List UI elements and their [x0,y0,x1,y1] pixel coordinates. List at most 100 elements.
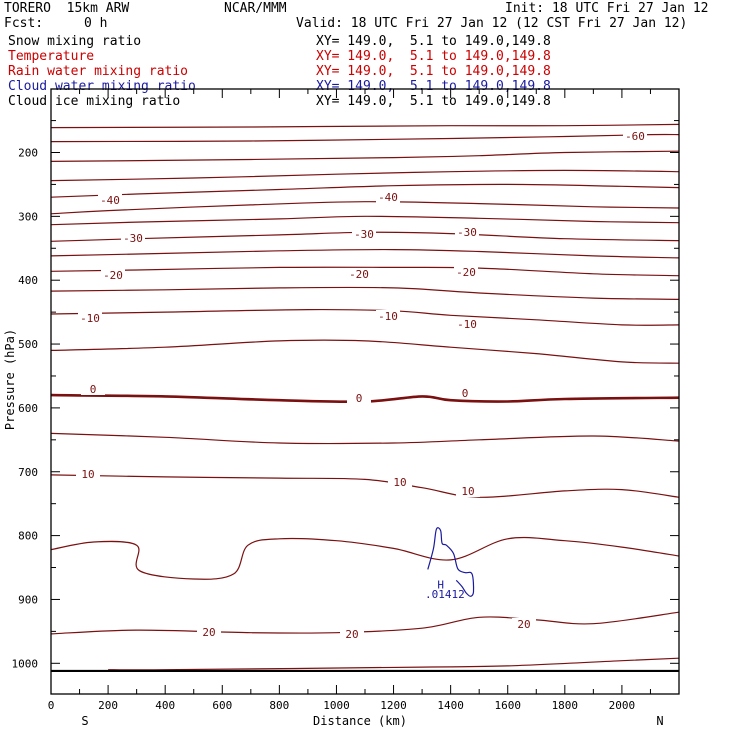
y-tick-label: 1000 [12,657,39,670]
y-tick-label: 200 [18,147,38,160]
cloud-water-contour [427,527,475,597]
contour-label-bg [455,318,479,330]
contour-label-bg [376,191,400,203]
temperature-contour [51,611,679,635]
legend-label-cloud-ice: Cloud ice mixing ratio [8,94,181,109]
plot-frame [50,88,680,695]
contour-label-bg [347,392,371,404]
contour-label-bg [101,269,125,281]
temperature-contour [51,150,679,162]
contour-label-bg [453,387,477,399]
contour-label-bg [352,228,376,240]
contour-label: -20 [456,266,476,279]
contour-label: 0 [462,387,469,400]
cloud-water-max-value: .01412 [425,588,465,601]
temperature-contour [51,123,679,129]
y-tick-label: 300 [18,210,38,223]
contour-label: -30 [123,232,143,245]
x-tick-label: 200 [98,699,118,712]
temperature-contour [51,432,679,445]
legend-label-temperature: Temperature [8,49,95,64]
contour-label: -30 [457,226,477,239]
legend-xy-snow: XY= 149.0, 5.1 to 149.0,149.8 [316,34,551,49]
contour-label-bg [376,310,400,322]
contour-label: 10 [393,476,406,489]
contour-label: 10 [81,468,94,481]
contour-label-bg [81,383,105,395]
contour-label: -10 [80,312,100,325]
x-tick-label: 1800 [552,699,579,712]
y-axis-title: Pressure (hPa) [3,329,17,430]
x-end-label-left: S [81,714,88,728]
contour-label: -10 [457,318,477,331]
temperature-contour [51,286,679,300]
contour-label-bg [456,485,480,497]
contour-label-bg [454,266,478,278]
x-tick-label: 2000 [609,699,636,712]
contour-label: -40 [100,194,120,207]
temperature-contour [51,339,679,364]
cloud-water-max-marker: H [437,579,444,592]
x-tick-label: 600 [212,699,232,712]
contour-label-bg [347,268,371,280]
x-end-label-right: N [656,714,663,728]
x-tick-label: 800 [269,699,289,712]
contour-label: 10 [461,485,474,498]
temperature-contour [51,266,679,277]
forecast-label: Fcst: [4,16,44,31]
temperature-contour [51,308,679,326]
legend-label-snow: Snow mixing ratio [8,34,142,49]
temperature-contour [51,215,679,226]
model-title: TORERO 15km ARW [4,1,130,16]
temperature-contour [51,133,679,143]
center-name: NCAR/MMM [224,1,287,16]
temperature-contour [51,393,679,404]
y-tick-label: 700 [18,466,38,479]
temperature-contour [108,657,679,671]
temperature-contour [51,201,679,215]
contour-label-bg [623,130,647,142]
legend-xy-cloud-water: XY= 149.0, 5.1 to 149.0,149.8 [316,79,551,94]
contour-label: -40 [378,191,398,204]
contour-label: 20 [517,618,530,631]
contour-label-bg [388,476,412,488]
x-tick-label: 1200 [380,699,407,712]
x-tick-label: 1400 [437,699,464,712]
x-tick-label: 400 [155,699,175,712]
y-tick-label: 400 [18,274,38,287]
contour-label: -10 [378,310,398,323]
contour-label: -20 [103,269,123,282]
y-tick-label: 500 [18,338,38,351]
y-tick-label: 900 [18,593,38,606]
contour-label: 0 [356,392,363,405]
contour-label-bg [455,226,479,238]
x-tick-label: 1000 [323,699,350,712]
legend-label-cloud-water: Cloud water mixing ratio [8,79,196,94]
contour-label-bg [340,628,364,640]
contour-label-bg [78,312,102,324]
forecast-value: 0 h [84,16,108,31]
temperature-contour [51,183,679,198]
x-tick-label: 1600 [494,699,521,712]
legend-label-rain: Rain water mixing ratio [8,64,189,79]
temperature-contour [51,169,679,182]
contour-label: -20 [349,268,369,281]
x-axis-title: Distance (km) [313,714,407,728]
contour-label: 20 [202,626,215,639]
x-tick-label: 0 [48,699,55,712]
contour-label-bg [76,468,100,480]
legend-xy-rain: XY= 149.0, 5.1 to 149.0,149.8 [316,64,551,79]
legend-xy-cloud-ice: XY= 149.0, 5.1 to 149.0,149.8 [316,94,551,109]
contour-label-bg [98,194,122,206]
contour-label: 20 [345,628,358,641]
y-tick-label: 800 [18,530,38,543]
contour-label: -60 [625,130,645,143]
init-time: Init: 18 UTC Fri 27 Jan 12 [505,1,709,16]
temperature-contour [51,536,679,580]
contour-label-bg [121,232,145,244]
y-tick-label: 600 [18,402,38,415]
legend-xy-temperature: XY= 149.0, 5.1 to 149.0,149.8 [316,49,551,64]
valid-time: Valid: 18 UTC Fri 27 Jan 12 (12 CST Fri … [296,16,688,31]
contour-label-bg [197,626,221,638]
